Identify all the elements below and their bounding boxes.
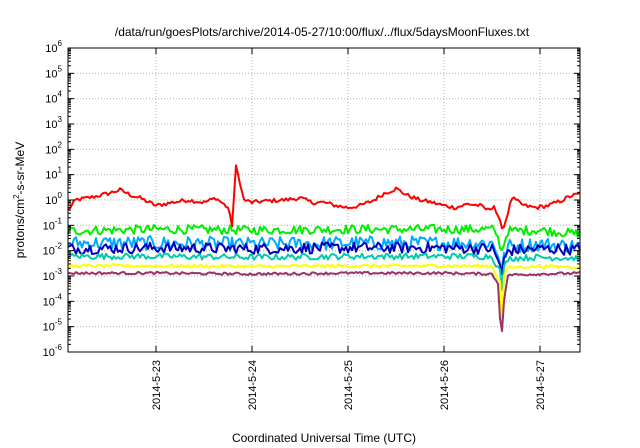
y-tick-exponent: 4 <box>58 90 63 99</box>
y-axis-label: protons/cm2-s-sr-MeV <box>12 142 27 258</box>
series-line-2 <box>67 224 581 251</box>
y-tick-label: 10-6 <box>43 343 63 359</box>
y-tick-base: 10 <box>45 43 57 55</box>
y-tick-label: 105 <box>45 64 62 80</box>
y-tick-base: 10 <box>45 170 57 182</box>
y-tick-exponent: -4 <box>55 292 63 301</box>
x-tick-label: 2014-5-25 <box>343 360 355 410</box>
y-tick-base: 10 <box>45 144 57 156</box>
y-tick-label: 104 <box>45 90 62 106</box>
y-tick-exponent: -2 <box>55 242 63 251</box>
y-tick-base: 10 <box>43 322 55 334</box>
y-tick-label: 10-1 <box>43 216 63 232</box>
y-tick-exponent: 1 <box>58 166 63 175</box>
x-tick-label: 2014-5-26 <box>439 360 451 410</box>
y-tick-label: 101 <box>45 166 62 182</box>
y-axis-label-prefix: protons/cm <box>13 199 27 258</box>
y-tick-label: 10-4 <box>43 292 63 308</box>
y-tick-base: 10 <box>45 195 57 207</box>
y-tick-label: 10-2 <box>43 242 63 258</box>
x-tick-label: 2014-5-27 <box>535 360 547 410</box>
y-tick-label: 106 <box>45 39 62 55</box>
series-group <box>67 164 581 333</box>
y-tick-base: 10 <box>45 94 57 106</box>
y-tick-exponent: -1 <box>55 216 63 225</box>
y-tick-exponent: -3 <box>55 267 63 276</box>
y-tick-label: 102 <box>45 140 62 156</box>
chart-title: /data/run/goesPlots/archive/2014-05-27/1… <box>115 25 530 39</box>
y-tick-exponent: 3 <box>58 115 63 124</box>
y-tick-exponent: 6 <box>58 39 63 48</box>
series-line-4 <box>67 241 581 276</box>
x-axis-label: Coordinated Universal Time (UTC) <box>232 431 416 445</box>
y-tick-base: 10 <box>45 68 57 80</box>
y-tick-exponent: 2 <box>58 140 63 149</box>
y-tick-exponent: 5 <box>58 64 63 73</box>
y-tick-label: 103 <box>45 115 62 131</box>
y-axis-ticks: 10-610-510-410-310-210-11001011021031041… <box>43 39 580 359</box>
y-axis-label-suffix: -s-sr-MeV <box>13 142 27 195</box>
x-tick-label: 2014-5-24 <box>247 360 259 410</box>
y-tick-base: 10 <box>43 347 55 359</box>
x-tick-label: 2014-5-23 <box>151 360 163 410</box>
y-tick-base: 10 <box>45 119 57 131</box>
series-line-6 <box>67 263 581 326</box>
y-tick-exponent: -6 <box>55 343 63 352</box>
series-line-1 <box>67 164 581 230</box>
x-axis-ticks: 2014-5-23 2014-5-24 2014-5-25 2014-5-26 2014… <box>151 48 547 410</box>
y-tick-exponent: 0 <box>58 191 63 200</box>
y-tick-exponent: -5 <box>55 318 63 327</box>
y-tick-base: 10 <box>43 271 55 283</box>
y-tick-base: 10 <box>43 220 55 232</box>
y-tick-label: 10-3 <box>43 267 63 283</box>
y-tick-label: 10-5 <box>43 318 63 334</box>
series-line-3 <box>67 235 581 269</box>
series-line-7 <box>67 270 581 333</box>
y-tick-label: 100 <box>45 191 62 207</box>
y-tick-base: 10 <box>43 246 55 258</box>
y-tick-base: 10 <box>43 296 55 308</box>
y-axis-label-superscript: 2 <box>12 194 21 199</box>
series-line-5 <box>67 252 581 291</box>
